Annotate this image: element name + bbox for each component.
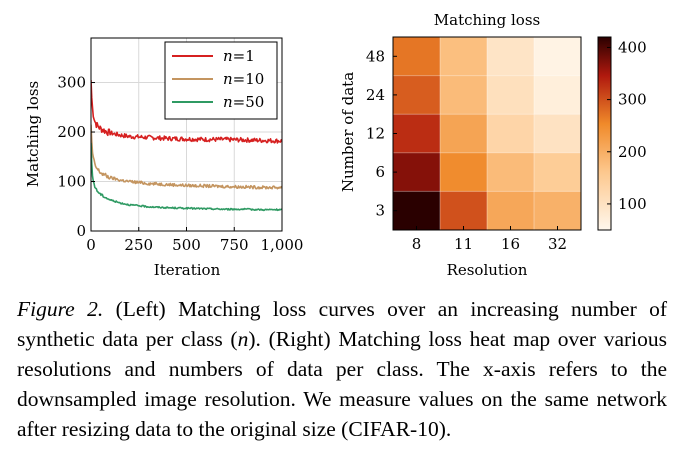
heatmap-cell xyxy=(487,152,535,192)
heatmap-cell xyxy=(440,191,488,231)
figure-caption: Figure 2. (Left) Matching loss curves ov… xyxy=(17,294,667,444)
legend-items: n=1 n=10 n=50 xyxy=(172,47,264,111)
heatmap-y-axis-label: Number of data xyxy=(339,72,357,192)
legend: n=1 n=10 n=50 xyxy=(164,41,278,120)
y-tick-label: 12 xyxy=(366,125,385,143)
heatmap-chart: Matching loss 8 11 16 32 48 24 12 6 3 Resolutio… xyxy=(339,11,647,279)
series-line-n=50 xyxy=(91,142,282,212)
heatmap-y-ticks: 48 24 12 6 3 xyxy=(366,47,397,220)
y-tick-label: 200 xyxy=(57,123,86,141)
heatmap-cell xyxy=(487,191,535,231)
x-tick-label: 500 xyxy=(172,236,201,254)
x-tick-label: 16 xyxy=(501,235,520,253)
caption-text-2: ). (Right) Matching loss heat map over v… xyxy=(17,327,667,441)
line-chart: 0 250 500 750 1,000 0 100 200 300 Iteration Mat… xyxy=(24,37,303,279)
legend-label: n=50 xyxy=(223,93,264,111)
heatmap-cell xyxy=(534,37,582,77)
heatmap-cell xyxy=(440,114,488,154)
legend-label: n=10 xyxy=(223,70,264,88)
heatmap-x-ticks: 8 11 16 32 xyxy=(412,226,567,253)
y-axis-label: Matching loss xyxy=(24,81,42,187)
caption-variable: n xyxy=(237,327,249,351)
series-lines xyxy=(91,80,282,212)
x-tick-label: 1,000 xyxy=(261,236,304,254)
caption-label: Figure 2. xyxy=(17,297,104,321)
heatmap-cell xyxy=(393,191,441,231)
heatmap-cell xyxy=(534,75,582,115)
caption-text-1: (Left) Matching loss curves over an incr… xyxy=(17,297,668,351)
x-tick-label: 8 xyxy=(412,235,422,253)
y-tick-label: 0 xyxy=(76,222,86,240)
x-axis-ticks: 0 250 500 750 1,000 xyxy=(86,227,303,254)
y-tick-label: 6 xyxy=(375,163,385,181)
y-tick-label: 48 xyxy=(366,47,385,65)
x-tick-label: 0 xyxy=(86,236,96,254)
y-tick-label: 3 xyxy=(375,202,385,220)
heatmap-cell xyxy=(487,114,535,154)
heatmap-x-axis-label: Resolution xyxy=(447,261,528,279)
heatmap-cell xyxy=(440,75,488,115)
series-line-n=10 xyxy=(91,124,282,190)
colorbar-gradient xyxy=(597,36,612,231)
heatmap-cell xyxy=(393,75,441,115)
heatmap-cell xyxy=(393,152,441,192)
series-line-n=1 xyxy=(91,80,282,144)
heatmap-title: Matching loss xyxy=(434,11,540,29)
heatmap-cell xyxy=(534,152,582,192)
x-tick-label: 250 xyxy=(124,236,153,254)
heatmap-cell xyxy=(534,191,582,231)
x-tick-label: 32 xyxy=(548,235,567,253)
heatmap-cell xyxy=(440,152,488,192)
colorbar-tick-label: 300 xyxy=(618,91,647,109)
heatmap-cell xyxy=(440,37,488,77)
x-tick-label: 11 xyxy=(454,235,473,253)
heatmap-cell xyxy=(487,75,535,115)
colorbar-tick-label: 400 xyxy=(618,38,647,56)
y-axis-ticks: 0 100 200 300 xyxy=(57,74,95,240)
heatmap-cell xyxy=(534,114,582,154)
x-axis-label: Iteration xyxy=(154,261,221,279)
heatmap-cells xyxy=(393,37,582,231)
legend-box xyxy=(164,41,278,120)
colorbar-tick-label: 200 xyxy=(618,143,647,161)
colorbar-ticks: 100 200 300 400 xyxy=(607,38,647,213)
colorbar: 100 200 300 400 xyxy=(597,36,647,231)
heatmap-cell xyxy=(487,37,535,77)
heatmap-cell xyxy=(393,37,441,77)
colorbar-tick-label: 100 xyxy=(618,195,647,213)
legend-label: n=1 xyxy=(223,47,255,65)
heatmap-cell xyxy=(393,114,441,154)
y-tick-label: 300 xyxy=(57,74,86,92)
figure: 0 250 500 750 1,000 0 100 200 300 Iteration Mat… xyxy=(24,11,647,279)
y-tick-label: 100 xyxy=(57,173,86,191)
y-tick-label: 24 xyxy=(366,86,385,104)
x-tick-label: 750 xyxy=(220,236,249,254)
